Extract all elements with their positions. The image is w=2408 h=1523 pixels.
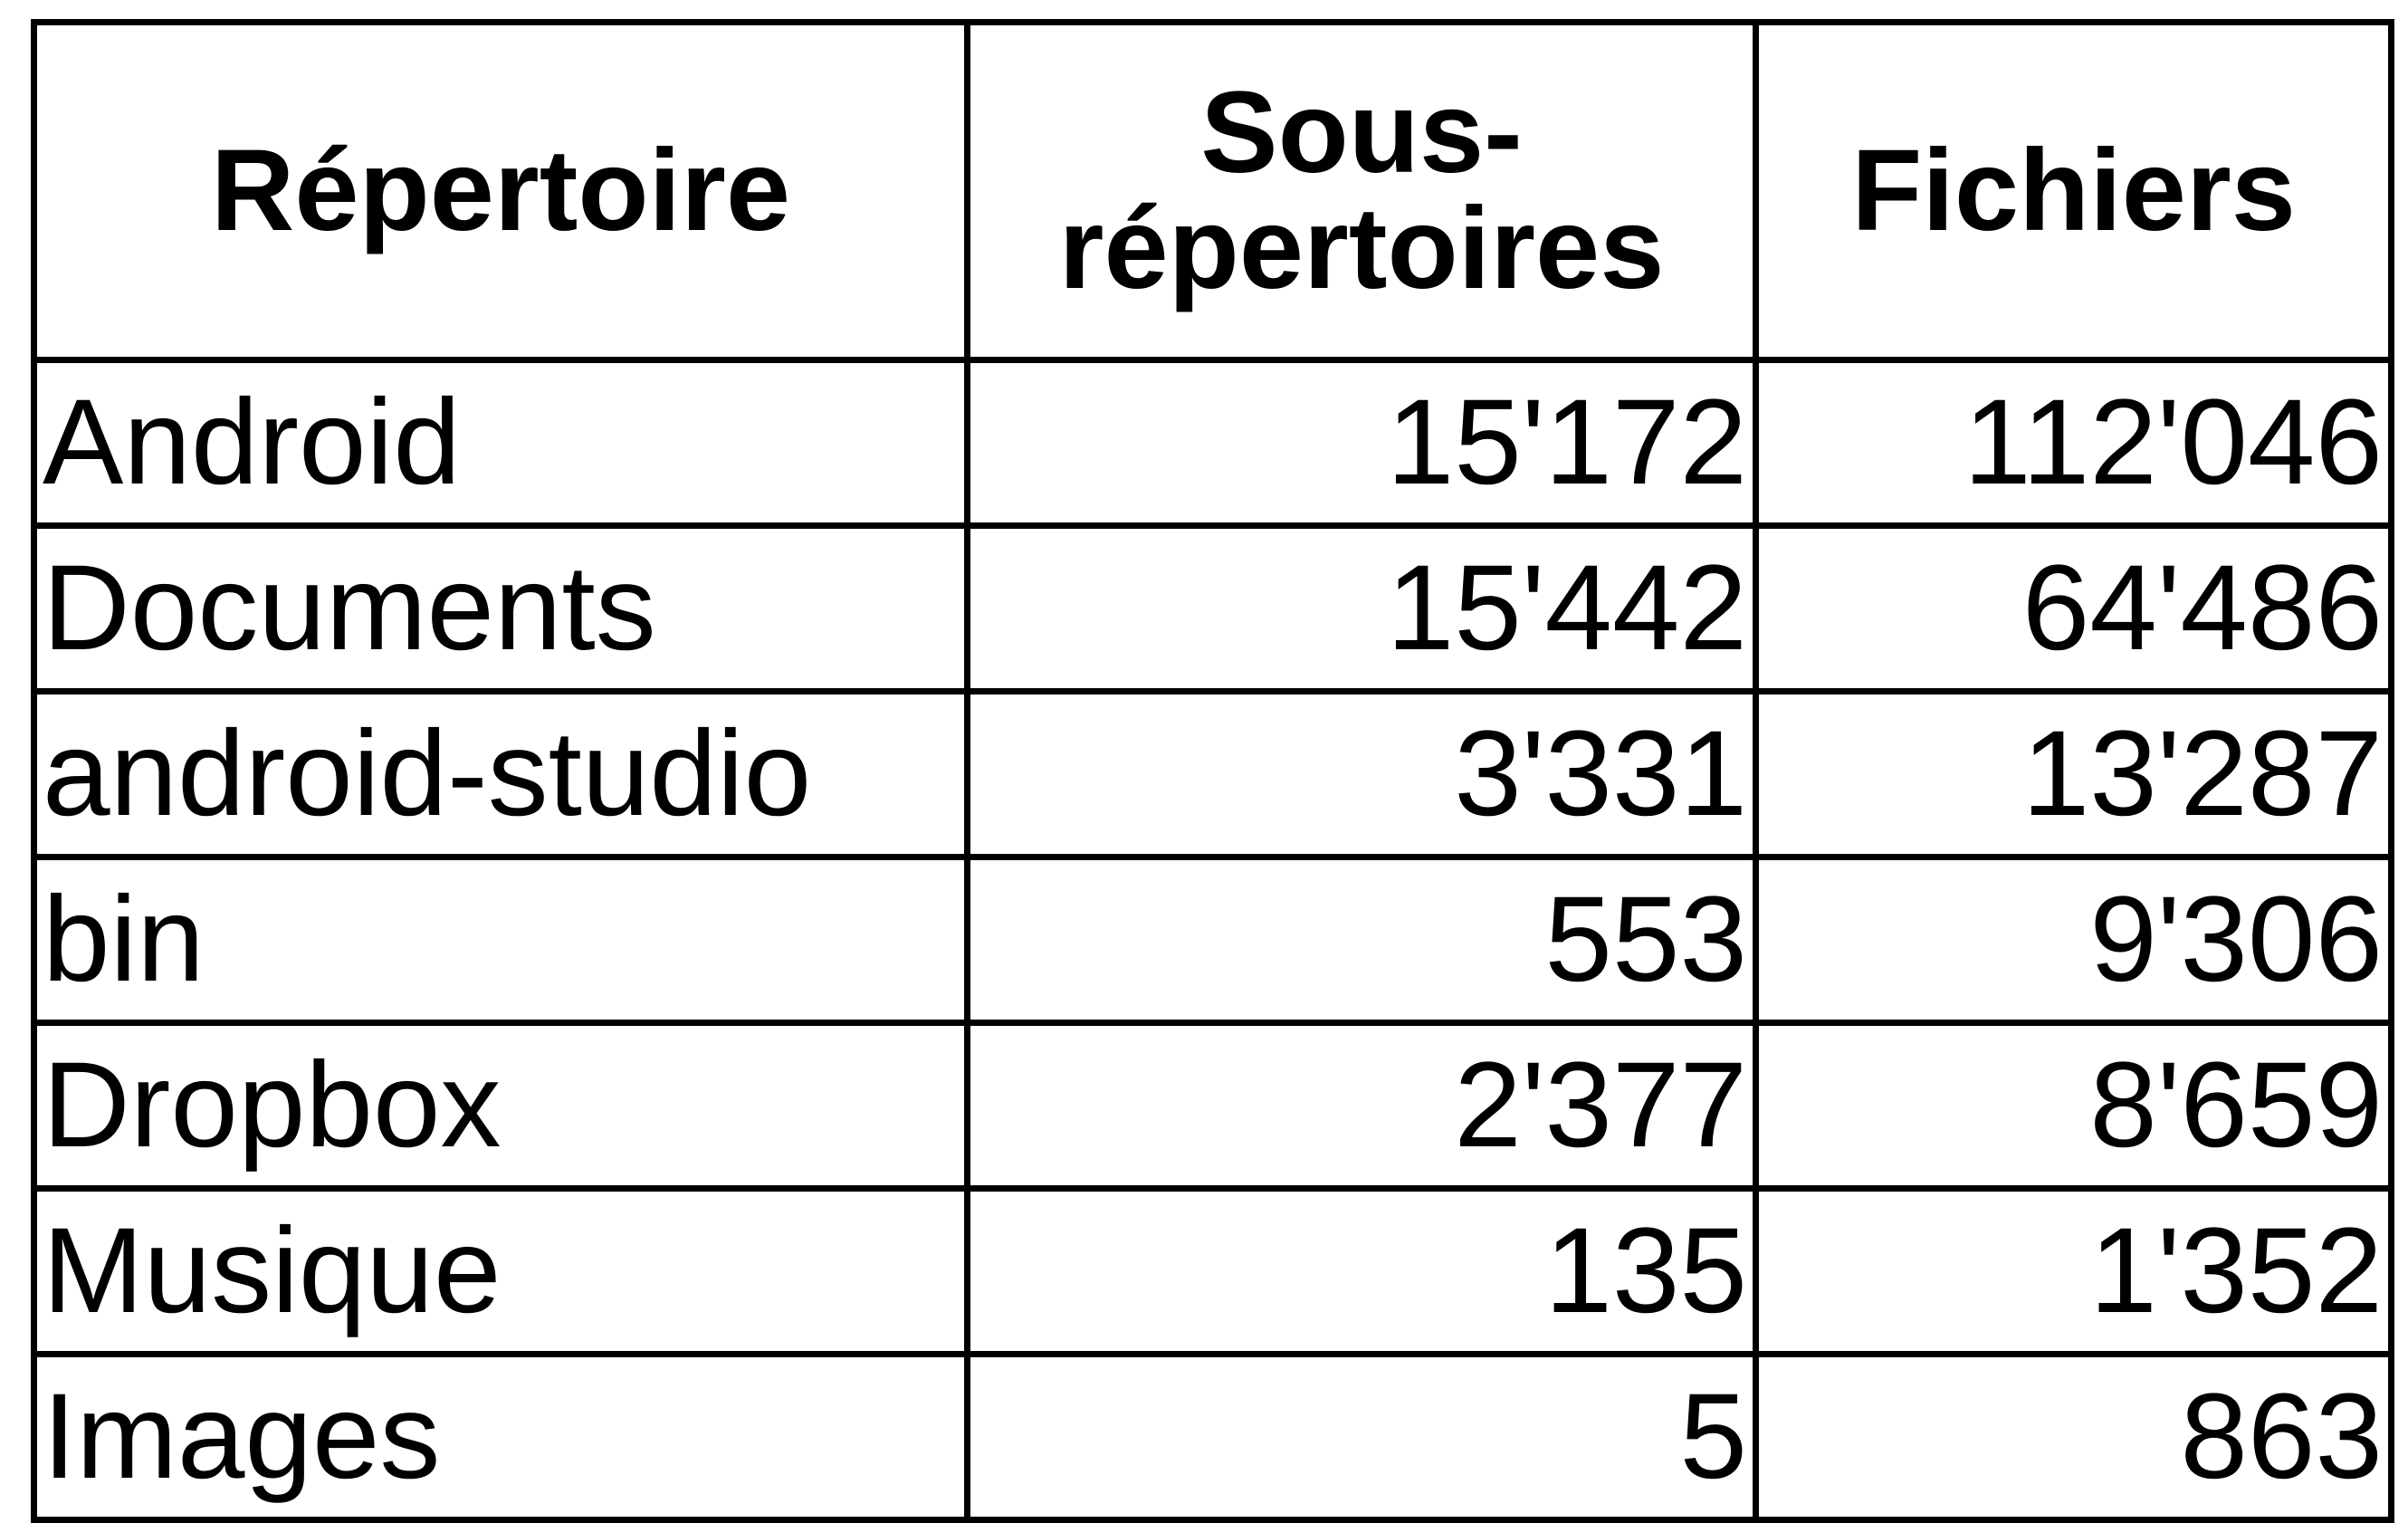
cell-file-count: 9'306 [1753, 854, 2394, 1026]
header-subdirectories-line1: Sous- [1200, 68, 1523, 197]
cell-file-count: 64'486 [1753, 522, 2394, 694]
table-body: Android 15'172 112'046 Documents 15'442 … [31, 357, 2394, 1523]
header-row: Répertoire Sous- répertoires Fichiers [31, 19, 2394, 363]
cell-directory-name: bin [31, 854, 970, 1026]
cell-subdirectory-count: 135 [964, 1185, 1759, 1357]
header-subdirectories-line2: répertoires [1058, 184, 1665, 313]
table-row: Android 15'172 112'046 [31, 357, 2394, 529]
table-row: Musique 135 1'352 [31, 1185, 2394, 1357]
header-files: Fichiers [1753, 19, 2394, 363]
cell-subdirectory-count: 3'331 [964, 688, 1759, 860]
table-row: Dropbox 2'377 8'659 [31, 1020, 2394, 1192]
cell-directory-name: android-studio [31, 688, 970, 860]
header-files-label: Fichiers [1851, 126, 2296, 255]
table-header: Répertoire Sous- répertoires Fichiers [31, 19, 2394, 363]
cell-directory-name: Documents [31, 522, 970, 694]
cell-subdirectory-count: 5 [964, 1351, 1759, 1523]
cell-file-count: 112'046 [1753, 357, 2394, 529]
cell-directory-name: Android [31, 357, 970, 529]
table-row: Images 5 863 [31, 1351, 2394, 1523]
cell-file-count: 1'352 [1753, 1185, 2394, 1357]
header-directory: Répertoire [31, 19, 970, 363]
cell-subdirectory-count: 2'377 [964, 1020, 1759, 1192]
table-row: bin 553 9'306 [31, 854, 2394, 1026]
cell-file-count: 8'659 [1753, 1020, 2394, 1192]
cell-subdirectory-count: 15'442 [964, 522, 1759, 694]
header-directory-label: Répertoire [210, 126, 791, 255]
directory-stats-table: Répertoire Sous- répertoires Fichiers An… [31, 19, 2394, 1523]
cell-subdirectory-count: 15'172 [964, 357, 1759, 529]
cell-file-count: 13'287 [1753, 688, 2394, 860]
header-subdirectories: Sous- répertoires [964, 19, 1759, 363]
cell-file-count: 863 [1753, 1351, 2394, 1523]
cell-directory-name: Musique [31, 1185, 970, 1357]
cell-subdirectory-count: 553 [964, 854, 1759, 1026]
cell-directory-name: Dropbox [31, 1020, 970, 1192]
table-row: android-studio 3'331 13'287 [31, 688, 2394, 860]
table-row: Documents 15'442 64'486 [31, 522, 2394, 694]
cell-directory-name: Images [31, 1351, 970, 1523]
